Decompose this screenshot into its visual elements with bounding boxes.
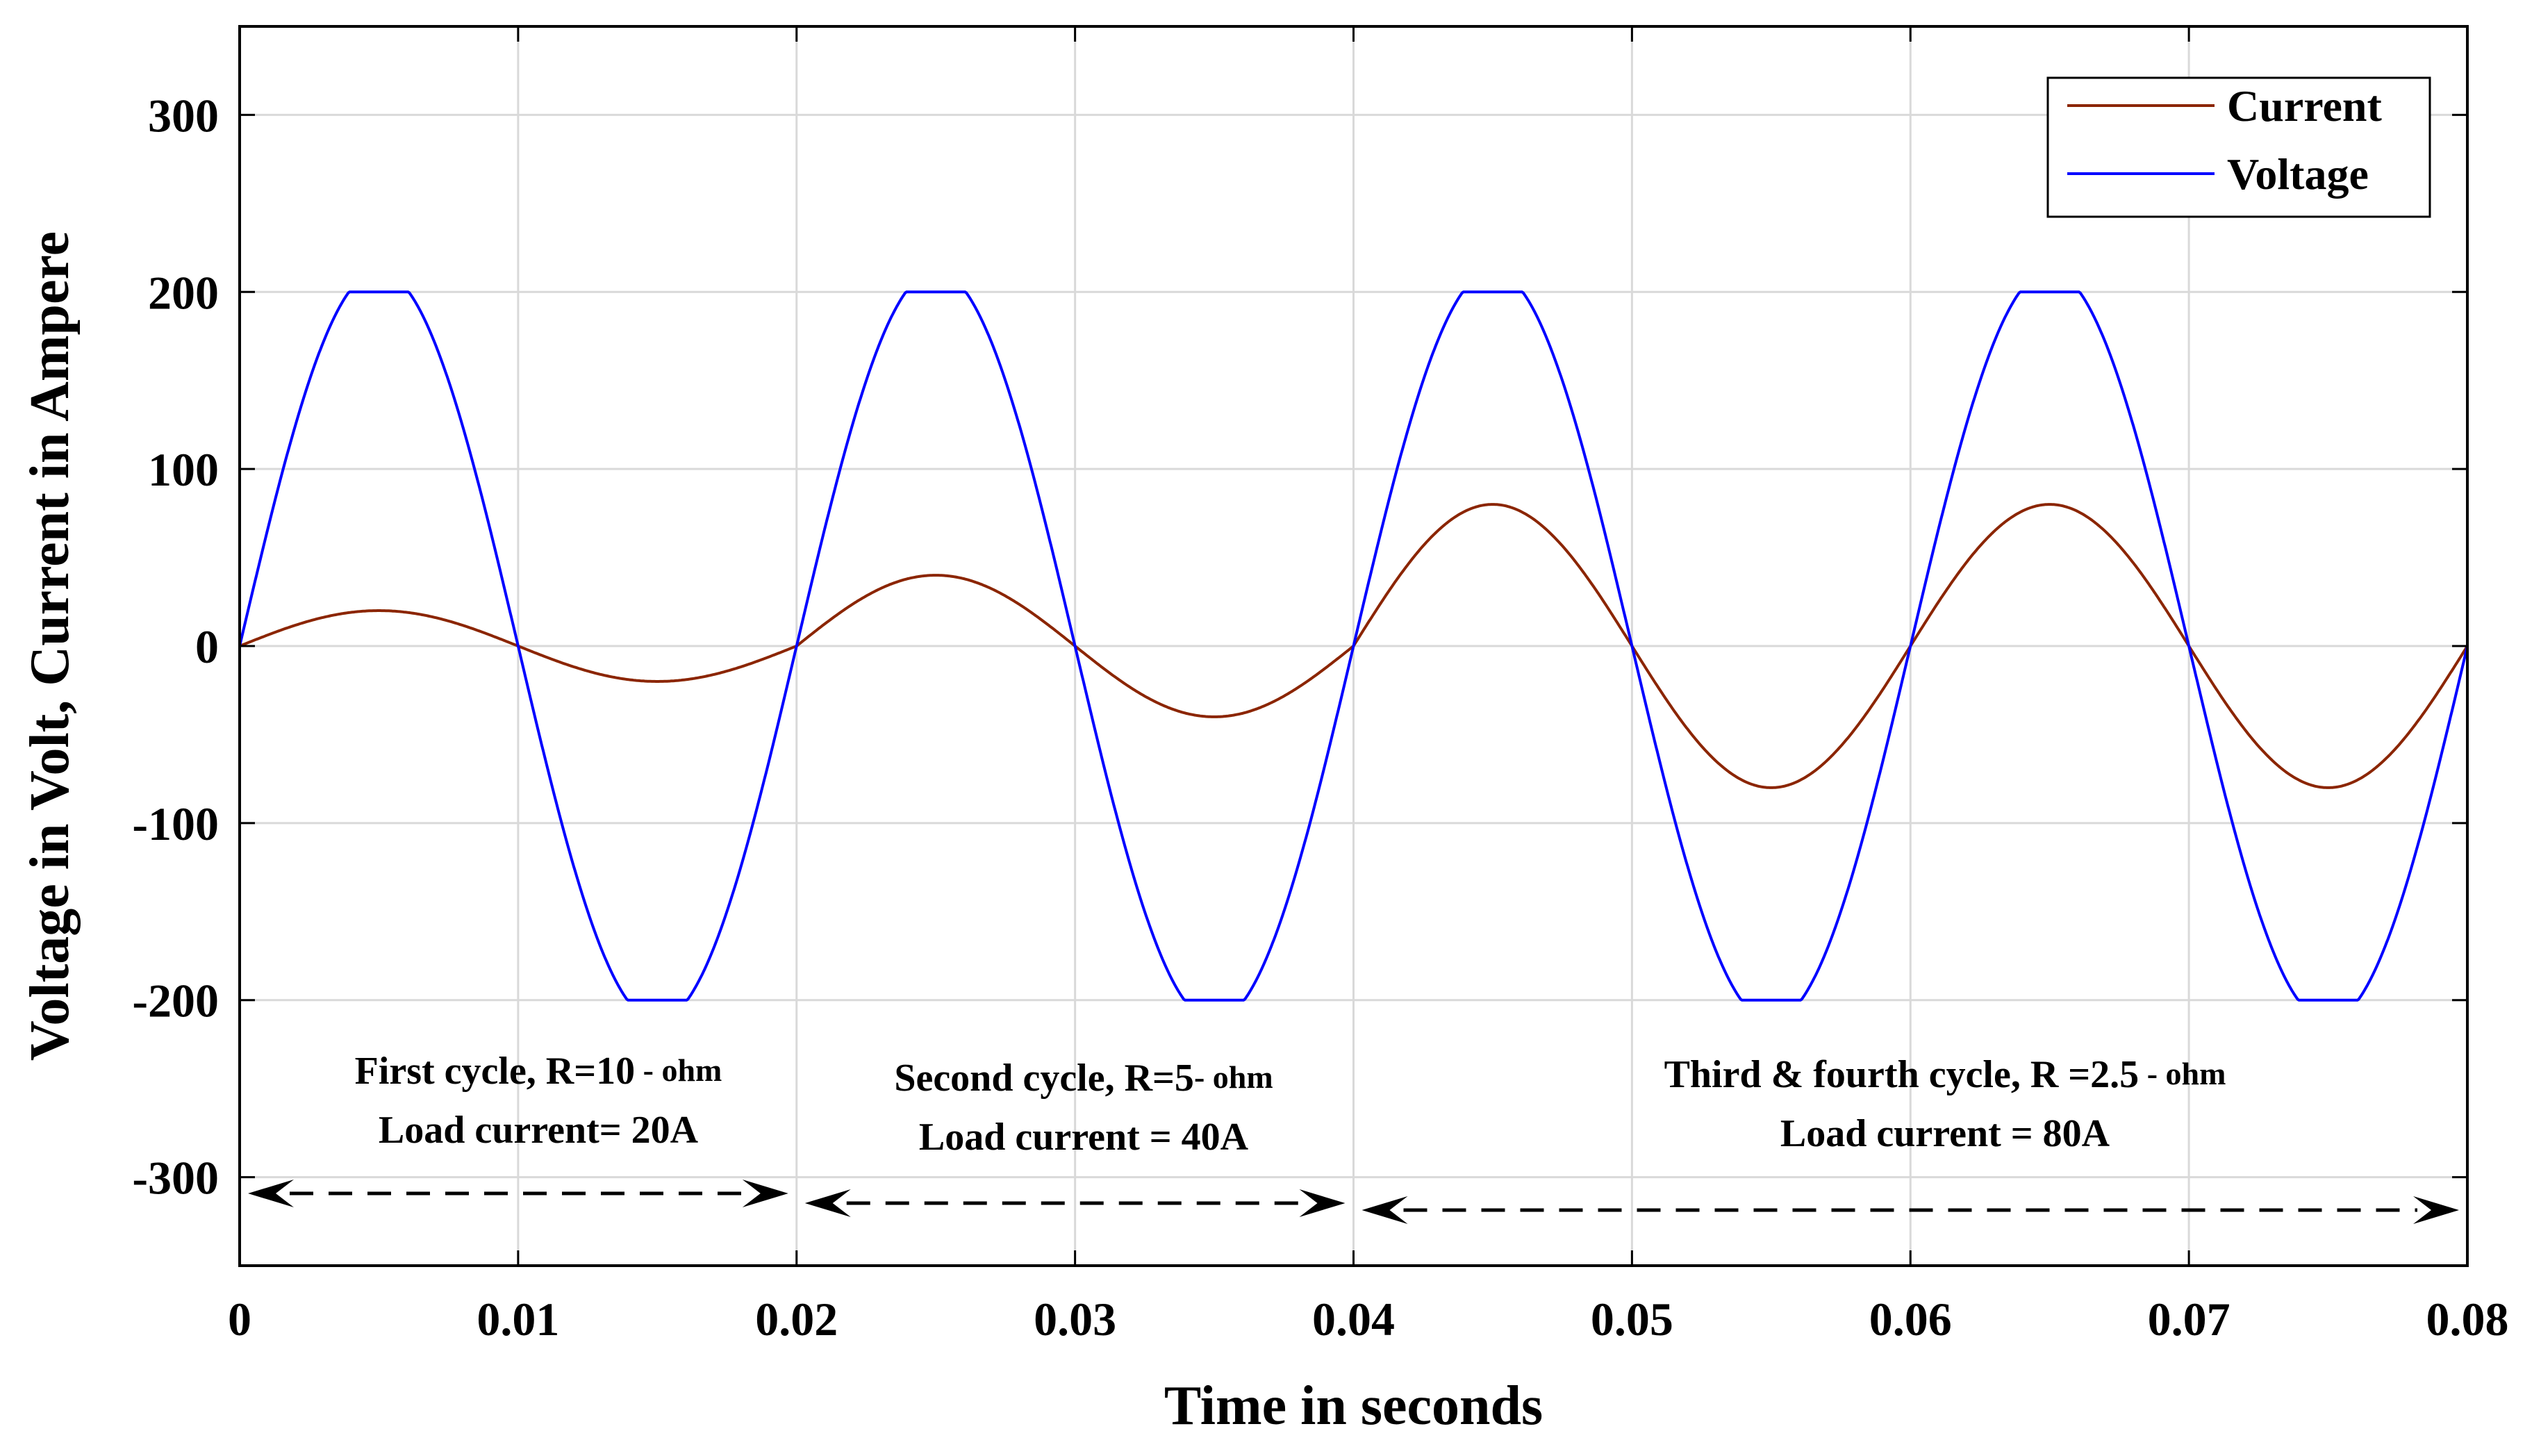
annotation-arrowhead-left (248, 1180, 294, 1207)
y-tick-label: -200 (132, 975, 219, 1027)
x-tick-label: 0.04 (1312, 1293, 1395, 1346)
annotation-line2: Load current = 80A (1780, 1112, 2110, 1155)
annotations: First cycle, R=10 - ohm Load current= 20A… (248, 1050, 2459, 1224)
annotation-line1-main: First cycle, R=10 (355, 1050, 636, 1093)
x-tick-label: 0.03 (1034, 1293, 1116, 1346)
ticks (238, 26, 2469, 1266)
y-tick-label: -100 (132, 797, 219, 850)
legend: Current Voltage (2046, 76, 2431, 218)
legend-label: Current (2227, 81, 2382, 131)
annotation-line2: Load current= 20A (379, 1109, 699, 1152)
x-tick-label: 0.07 (2148, 1293, 2230, 1346)
annotation-line1-main: Third & fourth cycle, R =2.5 (1664, 1053, 2139, 1096)
annotation-line1-unit: - ohm (635, 1052, 722, 1088)
annotation-line1: Second cycle, R=5- ohm (894, 1057, 1273, 1100)
voltage-series-line (238, 290, 2469, 1002)
annotation-arrowhead-right (1299, 1189, 1346, 1217)
annotation-line1-unit: - ohm (1194, 1059, 1273, 1095)
annotation-arrowhead-right (2413, 1196, 2459, 1224)
y-tick-labels: 300 200 100 0 -100 -200 -300 (132, 89, 219, 1204)
annotation-arrowhead-right (742, 1180, 788, 1207)
x-tick-label: 0.06 (1869, 1293, 1952, 1346)
annotation-arrowhead-left (804, 1189, 851, 1217)
legend-box (2046, 76, 2431, 218)
annotation-line2: Load current = 40A (919, 1116, 1249, 1159)
legend-label: Voltage (2227, 149, 2369, 199)
x-tick-label: 0.05 (1591, 1293, 1673, 1346)
annotation-line1-main: Second cycle, R=5 (894, 1057, 1194, 1100)
y-tick-label: 300 (148, 89, 219, 142)
x-tick-label: 0.01 (477, 1293, 559, 1346)
y-axis-title: Voltage in Volt, Current in Ampere (19, 231, 81, 1061)
annotation-line1: First cycle, R=10 - ohm (355, 1050, 722, 1093)
annotation-line1: Third & fourth cycle, R =2.5 - ohm (1664, 1053, 2226, 1096)
y-tick-label: -300 (132, 1152, 219, 1205)
plot-series (238, 290, 2469, 1002)
x-tick-label: 0.02 (755, 1293, 838, 1346)
y-tick-label: 0 (195, 620, 219, 673)
x-tick-label: 0.08 (2426, 1293, 2509, 1346)
y-tick-label: 200 (148, 266, 219, 319)
x-tick-labels: 0 0.01 0.02 0.03 0.04 0.05 0.06 0.07 0.08 (228, 1293, 2509, 1346)
x-axis-title: Time in seconds (1164, 1375, 1543, 1437)
y-tick-label: 100 (148, 443, 219, 496)
x-tick-label: 0 (228, 1293, 251, 1346)
annotation-line1-unit: - ohm (2139, 1056, 2226, 1091)
annotation-arrowhead-left (1361, 1196, 1408, 1224)
